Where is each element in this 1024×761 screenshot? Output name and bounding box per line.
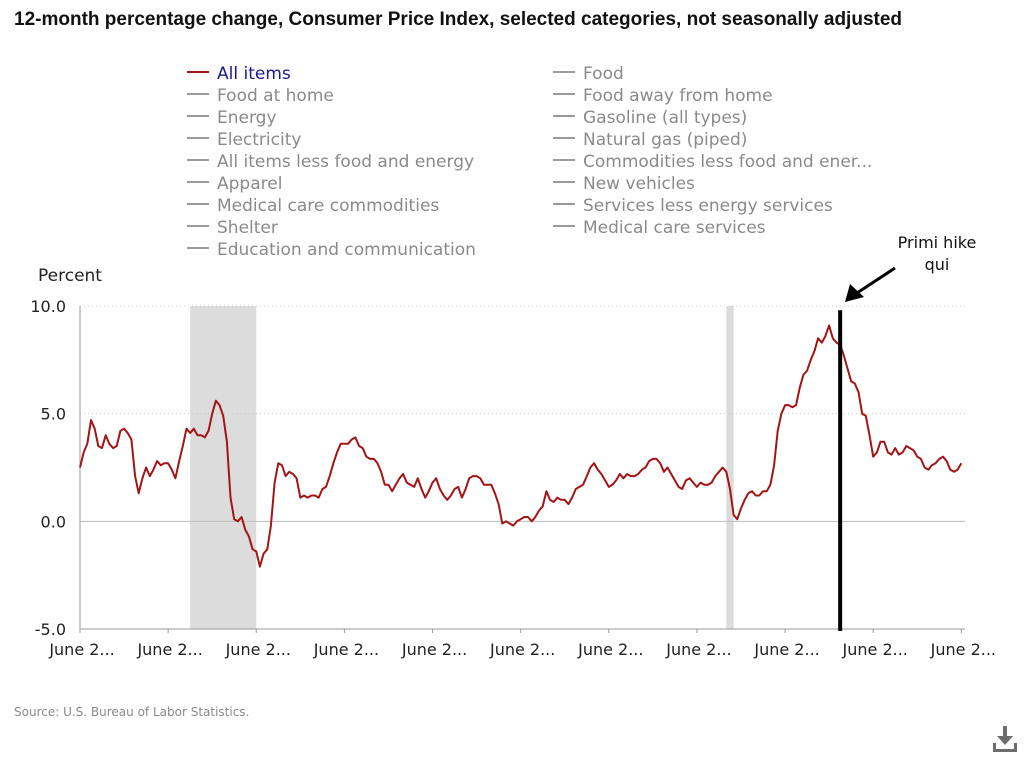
legend-label: Food at home (217, 86, 334, 106)
line-chart: -5.0 0.0 5.0 10.0 June 2... June 2... June 2..… (30, 233, 996, 659)
legend-swatch (187, 159, 209, 161)
legend-swatch (553, 225, 575, 227)
legend-swatch (187, 247, 209, 249)
legend-swatch (187, 137, 209, 139)
x-tick-label: June 2... (401, 640, 467, 659)
legend-label: Apparel (217, 174, 283, 194)
series-line-all-items (79, 324, 963, 568)
legend-item[interactable]: Gasoline (all types) (553, 107, 747, 129)
legend-item[interactable]: All items (187, 63, 291, 85)
legend-swatch (187, 71, 209, 73)
legend-swatch (553, 93, 575, 95)
y-tick-label: 10.0 (30, 297, 66, 316)
legend-item[interactable]: Energy (187, 107, 277, 129)
legend-swatch (187, 203, 209, 205)
legend-label: Education and communication (217, 240, 476, 260)
legend-label: Food (583, 64, 624, 84)
legend-item[interactable]: Medical care commodities (187, 195, 439, 217)
legend-swatch (187, 93, 209, 95)
x-tick-label: June 2... (313, 640, 379, 659)
legend-swatch (187, 115, 209, 117)
x-tick-label: June 2... (930, 640, 996, 659)
x-tick-label: June 2... (489, 640, 555, 659)
legend-item[interactable]: Apparel (187, 173, 282, 195)
legend-item[interactable]: Food (553, 63, 624, 85)
legend-item[interactable]: New vehicles (553, 173, 695, 195)
legend-item[interactable]: Medical care services (553, 217, 766, 239)
x-tick-label: June 2... (577, 640, 643, 659)
x-tick-label: June 2... (753, 640, 819, 659)
legend-item[interactable]: Services less energy services (553, 195, 833, 217)
recession-band (190, 306, 257, 629)
legend-label: Shelter (217, 218, 278, 238)
x-tick-label: June 2... (48, 640, 114, 659)
legend-label: All items less food and energy (217, 152, 475, 172)
download-icon (993, 726, 1017, 752)
legend-label: All items (217, 64, 291, 84)
legend-item[interactable]: Electricity (187, 129, 301, 151)
x-tick-label: June 2... (665, 640, 731, 659)
legend-label: Services less energy services (583, 196, 833, 216)
chart-title: 12-month percentage change, Consumer Pri… (14, 9, 903, 30)
annotation-arrow-shaft (856, 266, 896, 295)
annotation-arrow-head (845, 284, 864, 302)
legend-item[interactable]: Natural gas (piped) (553, 129, 747, 151)
legend-label: Electricity (217, 130, 302, 150)
x-tick-label: June 2... (136, 640, 202, 659)
x-tick-label: June 2... (225, 640, 291, 659)
legend-swatch (553, 137, 575, 139)
legend-swatch (553, 159, 575, 161)
legend-label: Gasoline (all types) (583, 108, 748, 128)
legend-swatch (553, 181, 575, 183)
legend-swatch (553, 115, 575, 117)
download-button[interactable] (988, 722, 1022, 756)
legend-item[interactable]: Education and communication (187, 239, 476, 261)
annotation-text: qui (925, 255, 950, 274)
legend-item[interactable]: Commodities less food and ener... (553, 151, 872, 173)
legend-swatch (553, 71, 575, 73)
y-axis-label: Percent (38, 266, 102, 286)
legend-swatch (553, 203, 575, 205)
legend-item[interactable]: Food at home (187, 85, 334, 107)
legend-item[interactable]: Food away from home (553, 85, 773, 107)
legend-item[interactable]: All items less food and energy (187, 151, 474, 173)
y-tick-label: -5.0 (35, 620, 66, 639)
legend-label: Natural gas (piped) (583, 130, 748, 150)
x-tick-label: June 2... (842, 640, 908, 659)
legend-label: Food away from home (583, 86, 773, 106)
legend-label: Medical care services (583, 218, 766, 238)
legend-swatch (187, 225, 209, 227)
source-note: Source: U.S. Bureau of Labor Statistics. (14, 705, 250, 719)
y-tick-label: 0.0 (41, 512, 66, 531)
legend-label: Commodities less food and ener... (583, 152, 873, 172)
legend-label: Medical care commodities (217, 196, 440, 216)
legend-label: Energy (217, 108, 277, 128)
legend-label: New vehicles (583, 174, 695, 194)
legend-swatch (187, 181, 209, 183)
recession-band (726, 306, 734, 629)
legend: All items Food at home Energy Electricity Al… (0, 63, 1024, 263)
y-tick-label: 5.0 (41, 405, 66, 424)
annotation-text: Primi hike (898, 233, 977, 252)
legend-item[interactable]: Shelter (187, 217, 278, 239)
